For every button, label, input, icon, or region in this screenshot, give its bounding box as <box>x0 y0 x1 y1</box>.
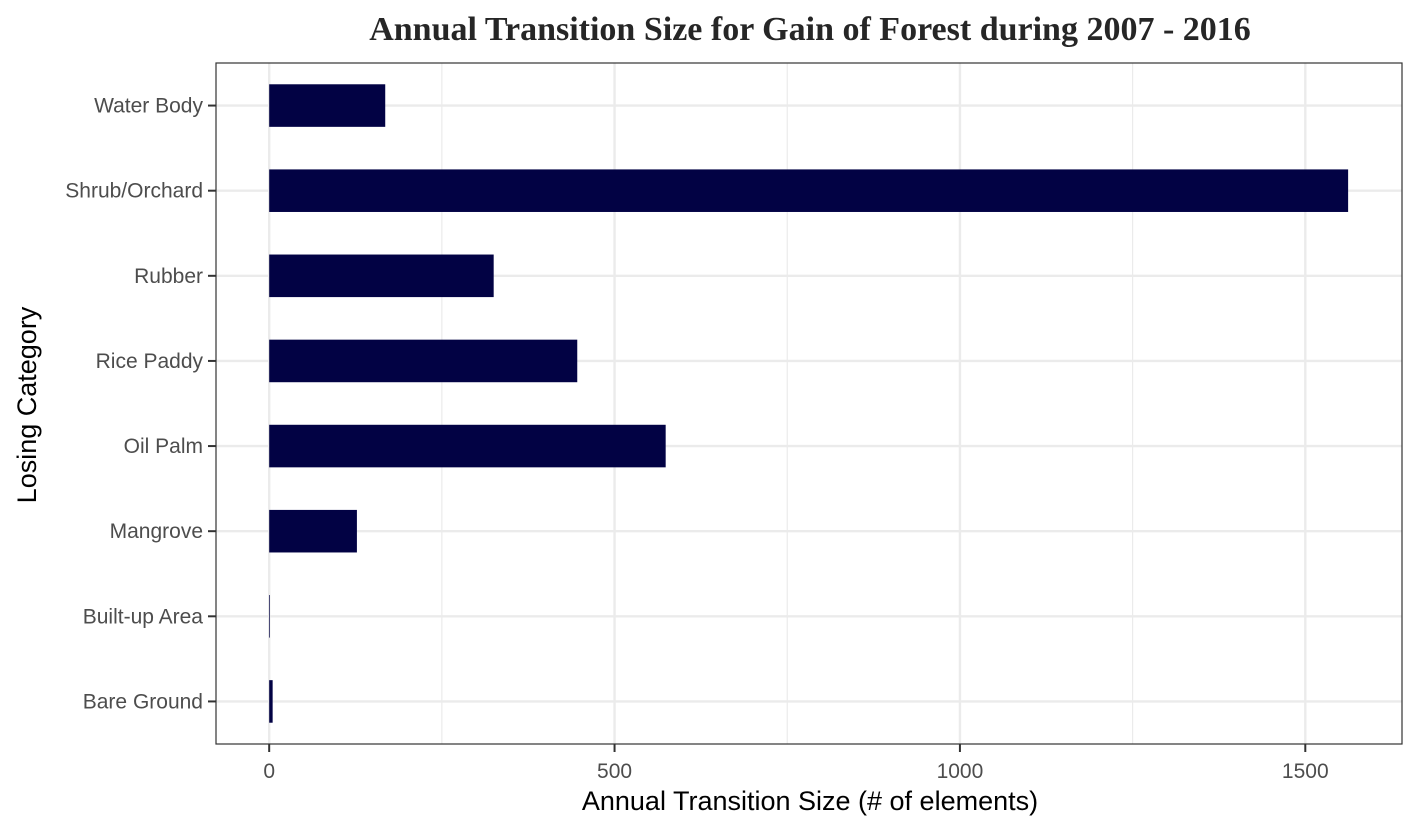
x-tick-label: 1500 <box>1282 760 1329 783</box>
bar-rice-paddy <box>269 339 578 383</box>
bars <box>269 84 1349 723</box>
y-tick-label: Water Body <box>94 95 203 118</box>
bar-built-up-area <box>269 595 270 638</box>
bar-rubber <box>269 254 494 298</box>
bar-mangrove <box>269 509 357 553</box>
y-axis-label: Losing Category <box>12 306 42 503</box>
chart-title: Annual Transition Size for Gain of Fores… <box>369 11 1251 48</box>
y-tick-label: Shrub/Orchard <box>65 180 203 203</box>
y-tick-label: Oil Palm <box>124 435 203 458</box>
y-axis-ticks: Water Body Shrub/Orchard Rubber Rice Paddy O… <box>65 95 216 713</box>
grid-lines <box>216 63 1402 744</box>
bar-shrub-orchard <box>269 169 1349 212</box>
x-tick-label: 0 <box>263 760 275 783</box>
x-axis-label: Annual Transition Size (# of elements) <box>582 786 1038 816</box>
y-tick-label: Rubber <box>134 265 203 288</box>
y-tick-label: Bare Ground <box>83 690 203 713</box>
bar-oil-palm <box>269 424 666 468</box>
y-tick-label: Built-up Area <box>83 605 204 628</box>
x-tick-label: 500 <box>597 760 632 783</box>
x-tick-label: 1000 <box>937 760 984 783</box>
plot-panel-border <box>215 62 1403 745</box>
bar-water-body <box>269 84 386 127</box>
bar-bare-ground <box>269 680 273 723</box>
y-tick-label: Mangrove <box>110 520 203 543</box>
y-tick-label: Rice Paddy <box>96 350 204 373</box>
x-axis-ticks: 0 500 1000 1500 <box>263 744 1329 783</box>
